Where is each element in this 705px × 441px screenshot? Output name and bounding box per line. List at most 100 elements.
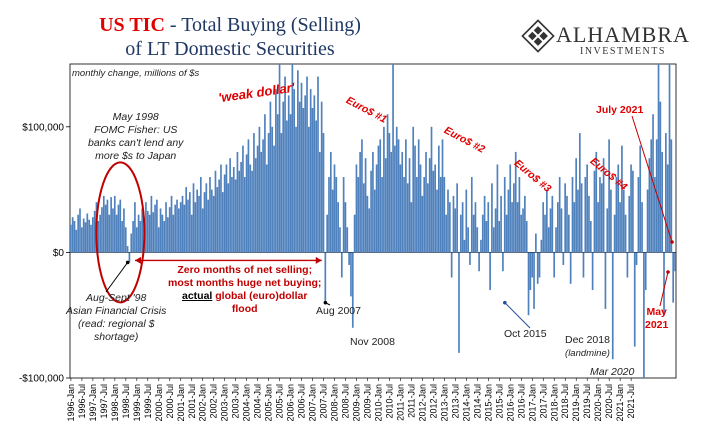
bar: [309, 89, 312, 253]
bar: [284, 76, 286, 253]
may2021-line1: May: [646, 306, 667, 318]
bar: [458, 252, 460, 353]
july2021-pointer: [631, 115, 673, 243]
bar: [487, 202, 490, 253]
bar: [159, 208, 162, 253]
bar: [416, 177, 418, 253]
bar: [406, 183, 409, 253]
bar: [265, 164, 268, 253]
bar: [280, 133, 283, 253]
bar: [551, 195, 554, 253]
bar: [549, 208, 552, 253]
bar: [209, 177, 211, 253]
bar: [331, 189, 334, 253]
bar: [124, 227, 127, 253]
bar: [201, 208, 204, 253]
bar: [287, 95, 290, 253]
bar: [273, 145, 275, 253]
zero-line2: most months huge net buying;: [168, 277, 322, 289]
title-rest: - Total Buying (Selling): [164, 14, 361, 36]
aug98-pointer: [105, 262, 129, 293]
bar: [394, 145, 396, 253]
bar: [242, 145, 244, 253]
bar: [119, 199, 122, 253]
bar: [346, 227, 349, 253]
bar: [112, 208, 114, 253]
bar: [500, 195, 502, 253]
bar: [641, 202, 643, 253]
bar: [256, 145, 259, 253]
aug2007-label: Aug 2007: [316, 305, 361, 317]
bar: [575, 158, 577, 253]
bar: [311, 107, 314, 253]
x-tick-label: 2003-Jul: [231, 384, 241, 419]
bar: [525, 221, 528, 253]
bar: [432, 170, 435, 253]
bar: [297, 70, 299, 253]
bar: [408, 158, 411, 253]
bar: [238, 170, 241, 253]
bar: [461, 202, 464, 253]
bar: [489, 252, 491, 291]
bar: [308, 126, 310, 253]
bar: [589, 221, 592, 253]
bar: [317, 76, 319, 253]
bar: [342, 177, 345, 253]
dec2018-note: Dec 2018 (landmine): [565, 334, 610, 360]
bar: [88, 219, 90, 253]
aug98-line1: Aug-Sept '98: [85, 292, 147, 304]
bar: [179, 202, 182, 253]
x-tick-label: 2013-Jan: [439, 384, 449, 422]
bar: [326, 214, 328, 253]
bar: [560, 208, 563, 253]
may1998-line1: May 1998: [112, 111, 159, 123]
bar: [203, 192, 206, 253]
bar: [324, 252, 327, 303]
bar: [639, 145, 642, 253]
x-tick-label: 2020-Jul: [604, 384, 614, 419]
bar: [286, 120, 288, 253]
bar: [271, 126, 274, 253]
bar: [357, 177, 360, 253]
bar: [540, 239, 543, 253]
crisis-ellipse: [95, 161, 146, 304]
bar: [102, 195, 105, 253]
bar: [417, 139, 420, 253]
bar: [315, 120, 318, 253]
x-tick-label: 2011-Jul: [406, 384, 416, 418]
bar: [644, 252, 647, 291]
bar: [566, 195, 568, 253]
bar: [214, 170, 217, 253]
bar: [269, 101, 272, 253]
bar: [339, 227, 341, 253]
bar: [531, 252, 534, 278]
x-tick-label: 2010-Jan: [373, 384, 383, 422]
x-tick-label: 2017-Jul: [538, 384, 548, 419]
x-tick-label: 2007-Jul: [319, 384, 329, 419]
bar: [555, 227, 557, 253]
bar: [502, 252, 504, 272]
bar: [447, 189, 449, 253]
bar: [348, 252, 350, 265]
bar: [318, 151, 321, 253]
x-tick-label: 2006-Jan: [286, 384, 296, 422]
bar: [428, 158, 431, 253]
bar: [82, 218, 85, 253]
bar: [370, 170, 372, 253]
bar: [157, 227, 160, 253]
bar: [344, 202, 347, 253]
bar: [123, 208, 125, 253]
y-tick-label: $100,000: [22, 122, 64, 133]
bar: [128, 252, 131, 263]
bar: [615, 177, 618, 253]
bar: [591, 252, 594, 291]
bar: [419, 164, 422, 253]
bar: [580, 183, 583, 253]
bar: [77, 214, 79, 253]
x-tick-label: 2016-Jul: [516, 384, 526, 419]
bar: [480, 239, 482, 253]
bar: [520, 214, 523, 253]
bar: [260, 151, 263, 253]
bar: [659, 101, 662, 253]
may1998-line2: FOMC Fisher: US: [93, 124, 178, 136]
